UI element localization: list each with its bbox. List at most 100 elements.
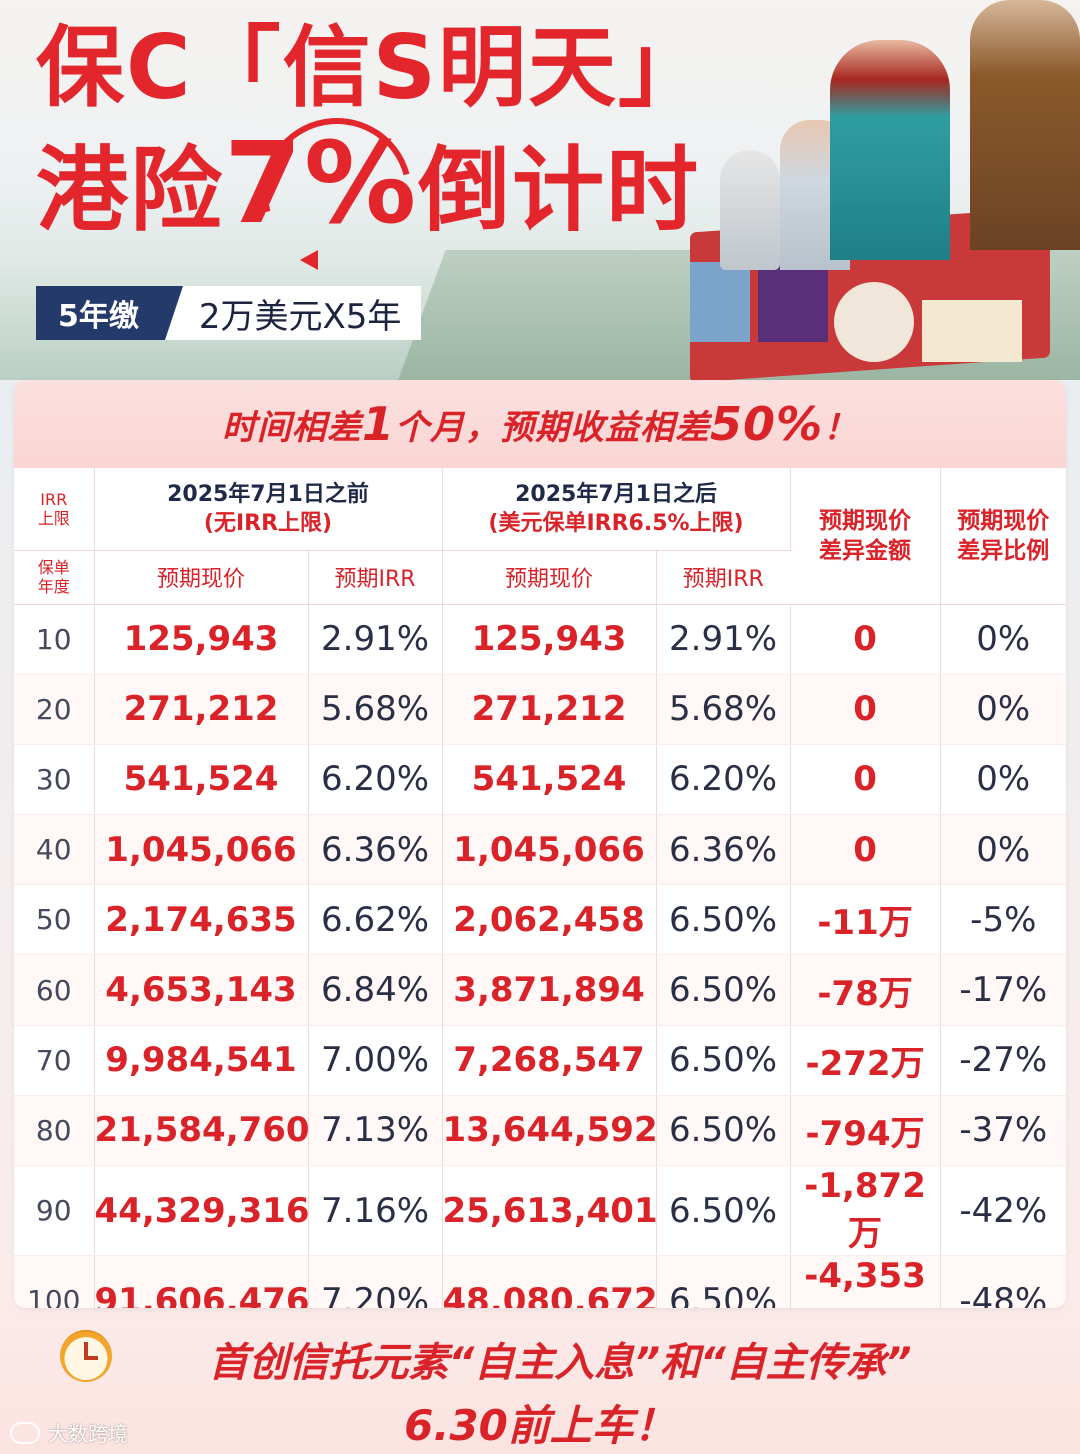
diff-ratio-cell: 0% xyxy=(940,604,1066,675)
before-irr-cell: 6.20% xyxy=(308,744,443,816)
policy-year-cell: 70 xyxy=(14,1025,95,1096)
diff-amount-cell: -1,872万 xyxy=(790,1165,941,1256)
after-value-cell: 125,943 xyxy=(442,604,657,675)
policy-year-cell: 40 xyxy=(14,814,95,886)
policy-year-label: 保单 年度 xyxy=(14,550,95,605)
rocket-panel-image xyxy=(690,262,750,342)
headline-prefix: 港险 xyxy=(36,137,225,244)
after-value-cell: 13,644,592 xyxy=(442,1095,658,1167)
table-row: 10091,606,4767.20%48,080,6726.50%-4,353万… xyxy=(14,1255,1066,1308)
before-period-header: 2025年7月1日之前 (无IRR上限) xyxy=(94,468,443,551)
after-value-cell: 48,080,672 xyxy=(442,1255,658,1308)
table-row: 50 2,174,635 6.62% 2,062,458 6.50% -11万 -5% xyxy=(14,884,1066,956)
after-irr-cell: 6.50% xyxy=(656,1165,791,1256)
comparison-banner: 时间相差 1 个月，预期收益相差 50%！ xyxy=(14,380,1066,468)
footer-headline: 首创信托元素“自主入息”和“自主传承” xyxy=(208,1340,912,1386)
table-row: 30 541,524 6.20% 541,524 6.20% 0 0% xyxy=(14,744,1066,816)
comparison-table: IRR 上限 2025年7月1日之前 (无IRR上限) 2025年7月1日之后 … xyxy=(14,468,1066,1308)
after-value-cell: 271,212 xyxy=(442,674,657,745)
after-irr-cell: 6.20% xyxy=(656,744,791,816)
diff-ratio-cell: -27% xyxy=(940,1025,1066,1096)
policy-year-cell: 20 xyxy=(14,674,95,745)
before-value-header: 预期现价 xyxy=(94,550,309,605)
snowboard-panel-image xyxy=(834,282,914,362)
man-figure xyxy=(970,0,1080,250)
table-row: 60 4,653,143 6.84% 3,871,894 6.50% -78万 -17% xyxy=(14,954,1066,1026)
table-row: 10 125,943 2.91% 125,943 2.91% 0 0% xyxy=(14,604,1066,675)
before-value-cell: 44,329,316 xyxy=(94,1165,310,1256)
before-irr-cell: 7.16% xyxy=(308,1165,443,1256)
table-row: 90 44,329,316 7.16% 25,613,401 6.50% -1,872万 -… xyxy=(14,1165,1066,1256)
diff-ratio-cell: 0% xyxy=(940,814,1066,886)
before-irr-header: 预期IRR xyxy=(308,550,443,605)
before-irr-cell: 6.84% xyxy=(308,954,443,1026)
diff-amount-cell: 0 xyxy=(790,744,941,816)
diff-ratio-cell: -48% xyxy=(940,1255,1066,1308)
diff-amount-cell: 0 xyxy=(790,814,941,886)
policy-year-cell: 90 xyxy=(14,1165,95,1256)
diff-amount-cell: 0 xyxy=(790,604,941,675)
after-period-title: 2025年7月1日之后 xyxy=(515,481,717,507)
policy-year-cell: 60 xyxy=(14,954,95,1026)
table-row: 80 21,584,760 7.13% 13,644,592 6.50% -794万 -37… xyxy=(14,1095,1066,1167)
after-value-cell: 1,045,066 xyxy=(442,814,657,886)
payment-years-label: 5年缴 xyxy=(36,286,183,340)
diff-ratio-header: 预期现价 差异比例 xyxy=(940,468,1066,605)
diff-amount-cell: 0 xyxy=(790,674,941,745)
policy-year-cell: 80 xyxy=(14,1095,95,1167)
irr-limit-label: IRR 上限 xyxy=(14,468,95,551)
stopwatch-icon xyxy=(60,1330,112,1382)
before-value-cell: 4,653,143 xyxy=(94,954,309,1026)
concert-panel-image xyxy=(758,262,828,342)
before-value-cell: 1,045,066 xyxy=(94,814,309,886)
before-value-cell: 91,606,476 xyxy=(94,1255,310,1308)
after-irr-header: 预期IRR xyxy=(656,550,791,605)
before-value-cell: 2,174,635 xyxy=(94,884,309,956)
after-irr-cell: 6.50% xyxy=(656,884,791,956)
watermark-text: 大数跨境 xyxy=(48,1422,128,1446)
astronaut-child-figure xyxy=(720,150,780,270)
after-value-cell: 2,062,458 xyxy=(442,884,657,956)
banner-text-2: 个月，预期收益相差 xyxy=(394,407,710,448)
headline-suffix: 倒计时 xyxy=(418,137,701,244)
after-irr-cell: 6.50% xyxy=(656,1095,791,1167)
watermark: 大数跨境 xyxy=(10,1418,128,1447)
diff-ratio-cell: 0% xyxy=(940,744,1066,816)
headline-countdown: 港险7%倒计时 xyxy=(36,128,701,244)
before-value-cell: 21,584,760 xyxy=(94,1095,310,1167)
before-value-cell: 271,212 xyxy=(94,674,309,745)
before-irr-cell: 7.00% xyxy=(308,1025,443,1096)
diff-amount-cell: -794万 xyxy=(790,1095,941,1167)
after-value-cell: 25,613,401 xyxy=(442,1165,658,1256)
after-irr-cell: 6.50% xyxy=(656,1025,791,1096)
after-period-subtitle: (美元保单IRR6.5%上限) xyxy=(488,510,744,536)
after-value-header: 预期现价 xyxy=(442,550,657,605)
table-row: 40 1,045,066 6.36% 1,045,066 6.36% 0 0% xyxy=(14,814,1066,886)
payment-plan-tag: 5年缴 2万美元X5年 xyxy=(36,286,422,340)
before-irr-cell: 2.91% xyxy=(308,604,443,675)
banner-text-3: ！ xyxy=(823,407,859,448)
after-value-cell: 3,871,894 xyxy=(442,954,657,1026)
table-row: 20 271,212 5.68% 271,212 5.68% 0 0% xyxy=(14,674,1066,745)
comparison-card: 时间相差 1 个月，预期收益相差 50%！ IRR 上限 2025年7月1日之前 (无… xyxy=(14,380,1066,1308)
footer-deadline: 6.30前上车！ xyxy=(404,1401,676,1450)
policy-year-cell: 50 xyxy=(14,884,95,956)
diff-ratio-cell: -17% xyxy=(940,954,1066,1026)
woman-figure xyxy=(830,40,950,260)
after-irr-cell: 6.50% xyxy=(656,1255,791,1308)
watermark-logo-icon xyxy=(10,1421,40,1444)
after-irr-cell: 6.36% xyxy=(656,814,791,886)
diff-ratio-cell: -5% xyxy=(940,884,1066,956)
before-irr-cell: 6.36% xyxy=(308,814,443,886)
after-irr-cell: 5.68% xyxy=(656,674,791,745)
banner-number-1: 1 xyxy=(361,397,395,451)
diff-amount-cell: -272万 xyxy=(790,1025,941,1096)
diff-amount-cell: -4,353万 xyxy=(790,1255,941,1308)
before-irr-cell: 5.68% xyxy=(308,674,443,745)
after-irr-cell: 6.50% xyxy=(656,954,791,1026)
policy-year-cell: 100 xyxy=(14,1255,95,1308)
diff-ratio-cell: -42% xyxy=(940,1165,1066,1256)
headline-product-name: 保C「信S明天」 xyxy=(36,16,708,119)
after-period-header: 2025年7月1日之后 (美元保单IRR6.5%上限) xyxy=(442,468,791,551)
hero-banner: 保C「信S明天」 港险7%倒计时 5年缴 2万美元X5年 xyxy=(0,0,1080,380)
